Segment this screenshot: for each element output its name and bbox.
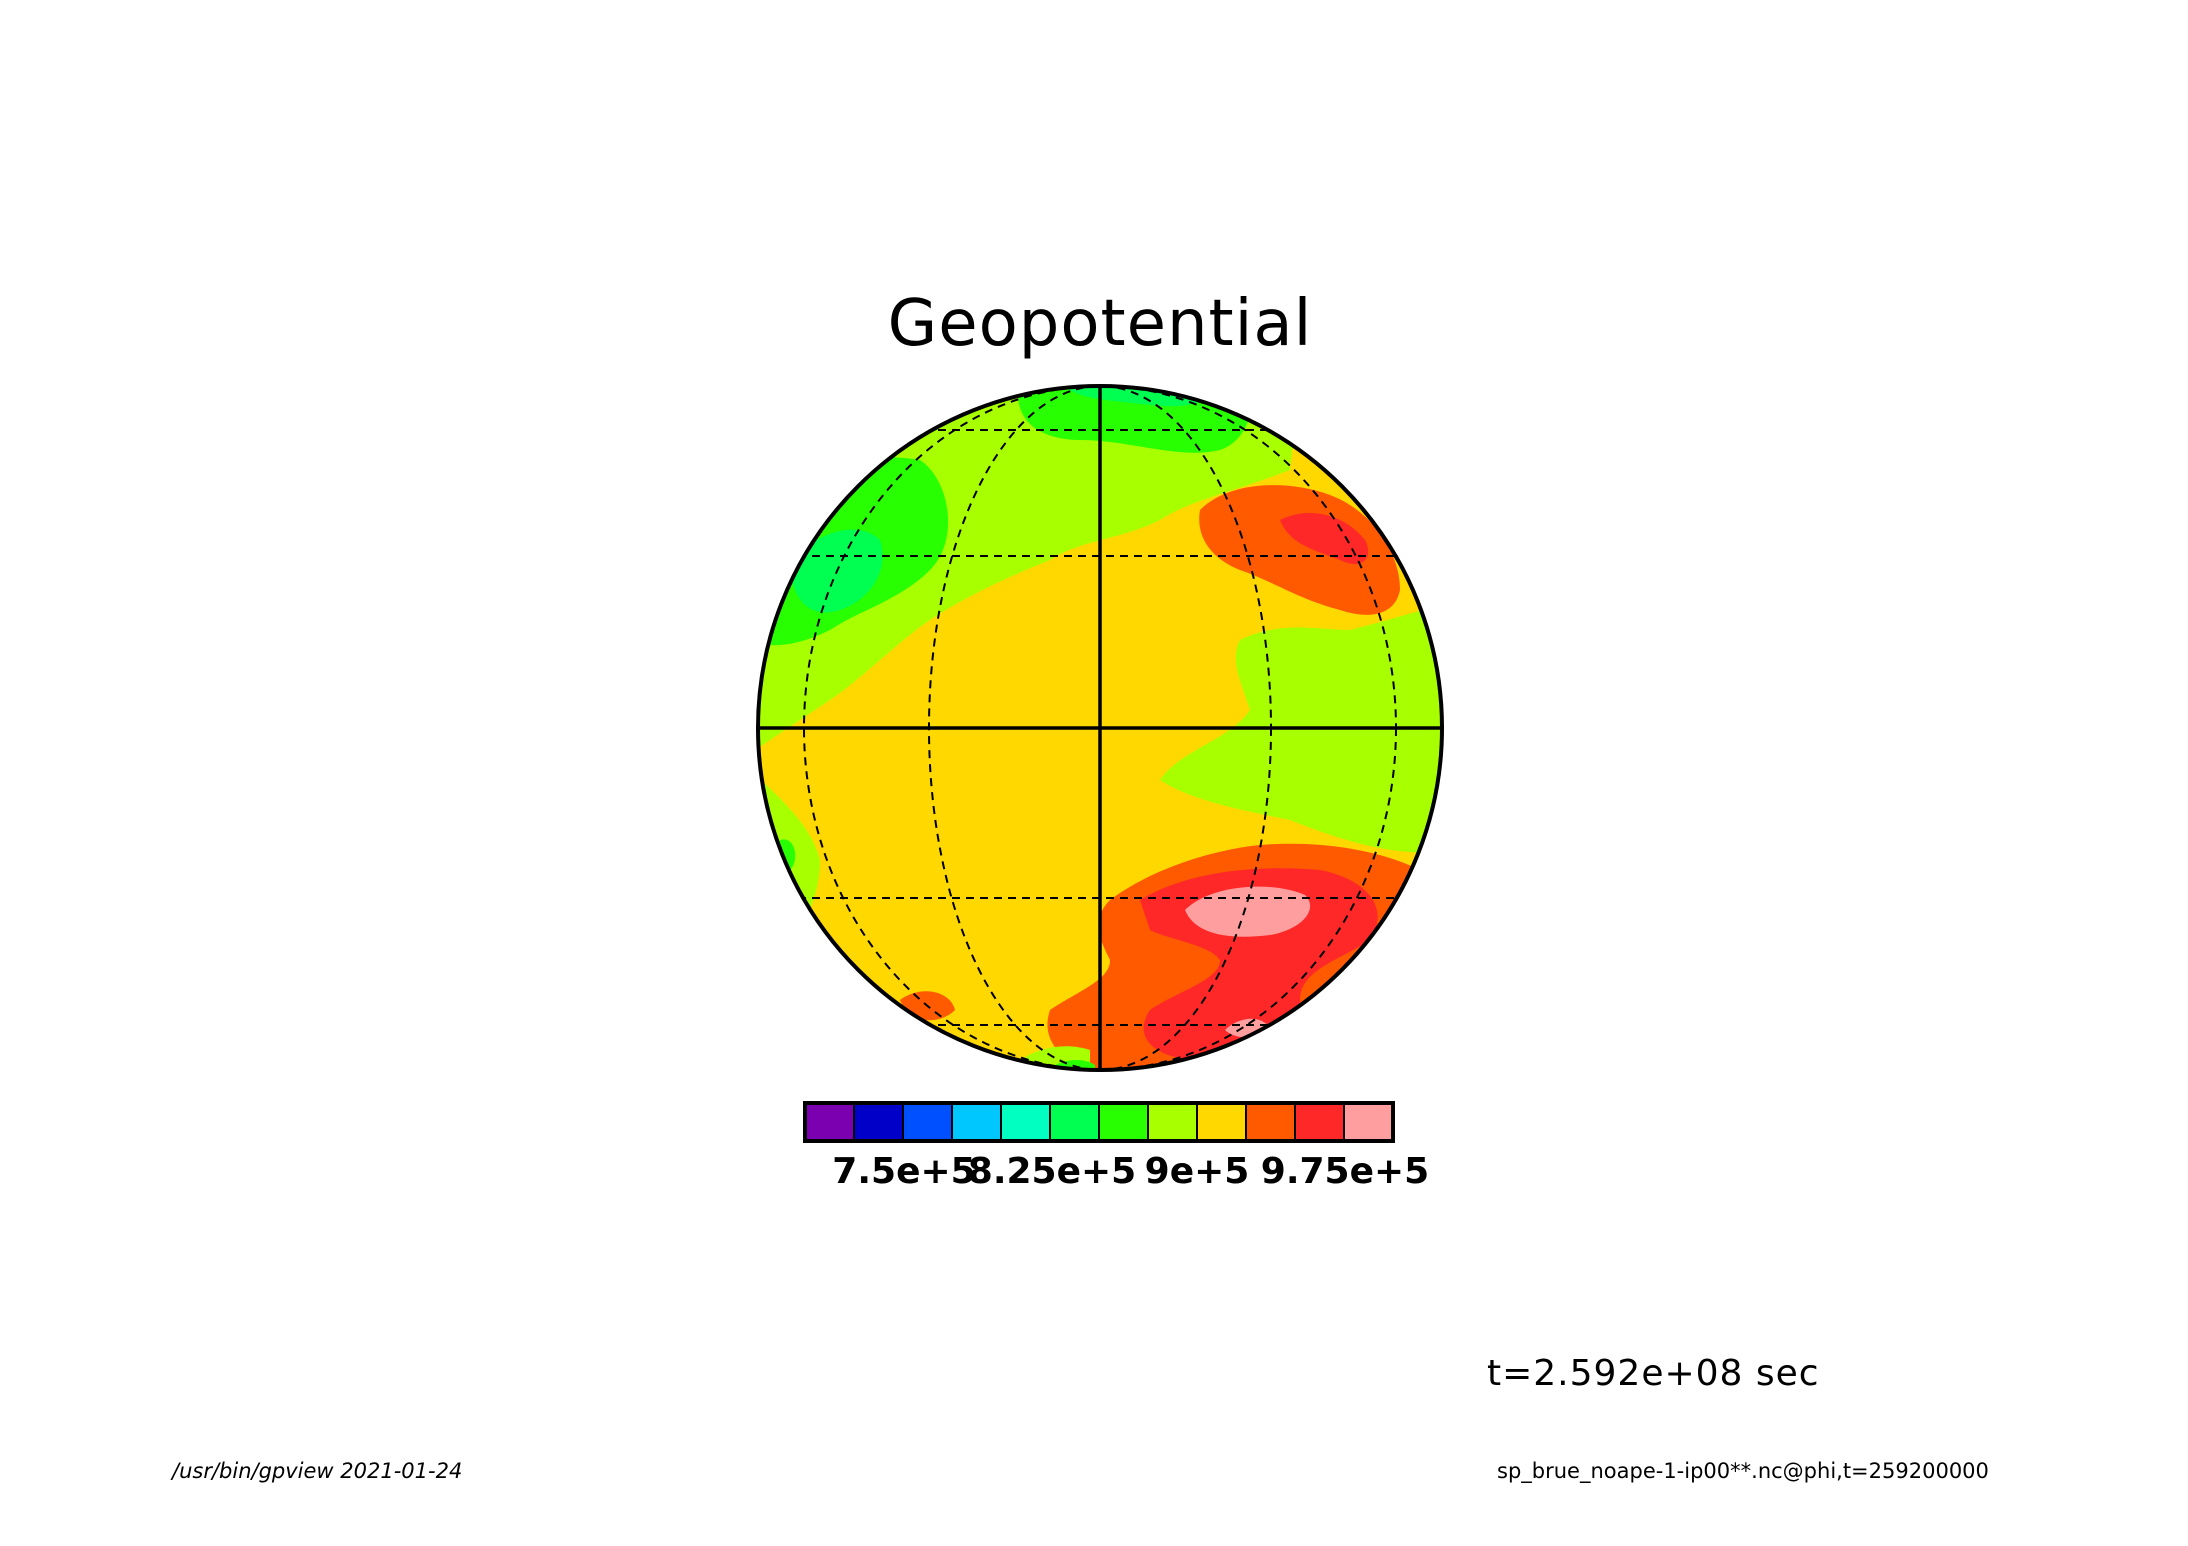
colorbar-tick-label: 7.5e+5 — [832, 1151, 976, 1192]
colorbar-swatch — [1147, 1102, 1198, 1142]
field-max-se — [1185, 886, 1311, 937]
footer-data-source: sp_brue_noape-1-ip00**.nc@phi,t=25920000… — [1497, 1459, 1989, 1483]
colorbar-frame — [803, 1101, 1395, 1143]
globe-outline — [756, 384, 1444, 1072]
colorbar-swatch — [804, 1102, 855, 1142]
colorbar-swatch — [1294, 1102, 1345, 1142]
colorbar-swatch — [1196, 1102, 1247, 1142]
colorbar-swatch — [1098, 1102, 1149, 1142]
time-label: t=2.592e+08 sec — [1487, 1353, 1820, 1394]
colorbar-swatch — [1000, 1102, 1051, 1142]
field-orange-ne — [1199, 485, 1400, 615]
field-green-s — [1040, 1060, 1095, 1070]
colorbar-swatch — [951, 1102, 1002, 1142]
colorbar-swatch — [1049, 1102, 1100, 1142]
footer-program-date: /usr/bin/gpview 2021-01-24 — [172, 1459, 463, 1483]
colorbar — [803, 1101, 1395, 1143]
colorbar-swatch — [902, 1102, 953, 1142]
graticule-solid — [758, 386, 1442, 1070]
colorbar-swatch — [1343, 1102, 1394, 1142]
field-red-ne — [1280, 512, 1369, 564]
colorbar-tick-label: 9e+5 — [1144, 1151, 1250, 1192]
colorbar-swatch — [1245, 1102, 1296, 1142]
colorbar-swatch — [853, 1102, 904, 1142]
colorbar-tick-label: 8.25e+5 — [967, 1151, 1137, 1192]
colorbar-tick-label: 9.75e+5 — [1260, 1151, 1430, 1192]
field-lime-s — [1000, 1046, 1090, 1070]
plot-title: Geopotential — [887, 287, 1313, 361]
field-lime-right-tail — [1240, 745, 1285, 770]
